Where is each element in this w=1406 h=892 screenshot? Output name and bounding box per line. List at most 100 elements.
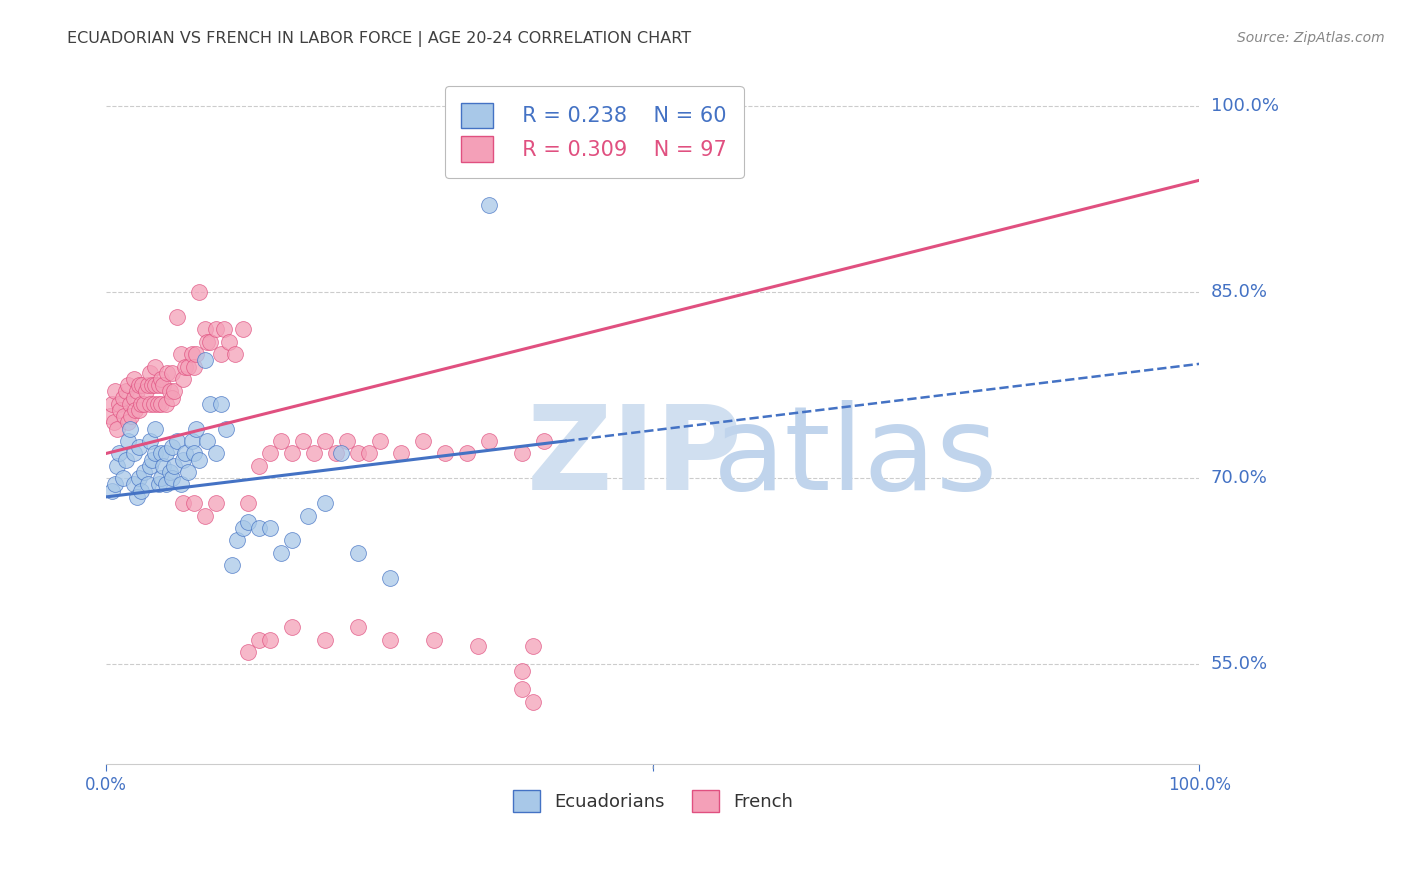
Point [281,533,304,548]
Point [510,664,533,678]
Text: 85.0%: 85.0% [1211,283,1268,301]
Point [224,347,246,361]
Point [128,403,150,417]
Point [136,378,159,392]
Point [232,521,254,535]
Point [533,434,555,448]
Point [141,378,163,392]
Point [125,384,148,399]
Point [270,434,292,448]
Point [314,496,336,510]
Point [131,378,153,392]
Point [412,434,434,448]
Point [259,632,281,647]
Point [117,434,139,448]
Point [120,409,142,424]
Point [122,477,145,491]
Point [184,421,207,435]
Point [195,434,218,448]
Point [104,384,127,399]
Point [325,446,347,460]
Point [194,353,217,368]
Point [128,378,150,392]
Point [183,446,205,460]
Point [141,452,163,467]
Point [467,639,489,653]
Point [247,458,270,473]
Point [155,477,177,491]
Point [160,366,183,380]
Point [177,359,200,374]
Point [270,546,292,560]
Point [98,409,121,424]
Point [226,533,249,548]
Point [380,571,402,585]
Point [136,477,159,491]
Point [177,465,200,479]
Point [155,446,177,460]
Point [346,546,368,560]
Point [423,632,446,647]
Point [128,440,150,454]
Point [108,397,131,411]
Point [122,391,145,405]
Point [198,397,221,411]
Point [169,347,191,361]
Point [194,322,217,336]
Point [194,508,217,523]
Point [145,446,167,460]
Point [125,490,148,504]
Point [198,334,221,349]
Point [128,471,150,485]
Point [478,434,501,448]
Point [105,421,128,435]
Point [160,440,183,454]
Point [124,403,146,417]
Point [103,416,125,430]
Text: ZIP: ZIP [527,401,744,516]
Point [149,471,172,485]
Point [188,285,211,299]
Point [148,477,170,491]
Point [195,334,218,349]
Point [522,695,544,709]
Point [302,446,325,460]
Point [134,397,156,411]
Point [145,378,167,392]
Point [214,322,236,336]
Text: Source: ZipAtlas.com: Source: ZipAtlas.com [1237,31,1385,45]
Point [139,434,162,448]
Point [149,446,172,460]
Point [281,446,304,460]
Point [148,378,170,392]
Point [180,347,202,361]
Point [172,496,194,510]
Text: atlas: atlas [713,401,998,516]
Point [169,477,191,491]
Point [156,366,179,380]
Point [145,421,167,435]
Point [163,458,186,473]
Point [297,508,319,523]
Text: 55.0%: 55.0% [1211,656,1268,673]
Point [336,434,359,448]
Point [357,446,380,460]
Point [166,310,188,324]
Point [183,359,205,374]
Point [510,446,533,460]
Text: 70.0%: 70.0% [1211,469,1267,487]
Point [115,452,138,467]
Point [145,359,167,374]
Point [134,465,156,479]
Point [204,446,226,460]
Point [104,477,127,491]
Point [380,632,402,647]
Point [160,471,183,485]
Point [139,366,162,380]
Point [112,409,135,424]
Point [292,434,315,448]
Point [111,391,134,405]
Point [110,403,132,417]
Point [247,521,270,535]
Point [135,384,157,399]
